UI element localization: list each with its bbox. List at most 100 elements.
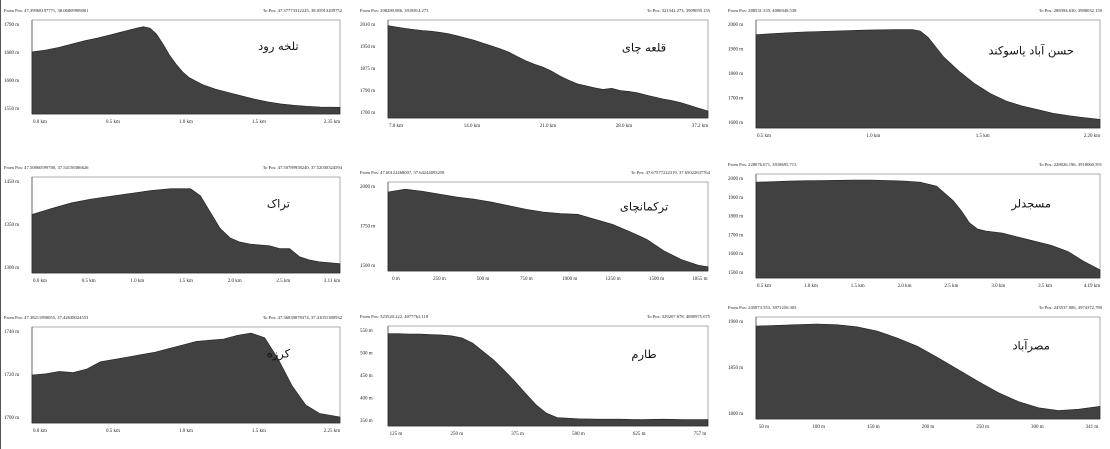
x-tick-label: 2.5 km: [944, 284, 958, 289]
header-to-pos: To Pos: 329207.678, 4080975.075: [647, 314, 711, 320]
x-tick-label: 341 m: [1086, 425, 1099, 430]
y-tick-label: 500 m: [360, 352, 373, 357]
x-tick-label: 1.0 km: [130, 279, 144, 284]
chart-title: تلخه رود: [258, 39, 298, 54]
y-tick-label: 1800 m: [728, 215, 743, 220]
y-tick-label: 1680 m: [4, 51, 19, 56]
x-tick-label: 0.0 km: [33, 120, 47, 125]
y-tick-label: 1790 m: [360, 89, 375, 94]
x-tick-label: 1.5 km: [252, 429, 266, 434]
chart-title: مسجدلر: [1010, 196, 1051, 211]
x-tick-label: 3.5 km: [1038, 284, 1052, 289]
x-tick-label: 21.0 km: [540, 124, 557, 129]
header-from-pos: From Pos: 298280.986, 3918814.273: [360, 8, 429, 14]
y-tick-label: 1875 m: [360, 67, 375, 72]
x-tick-label: 1.5 km: [851, 284, 865, 289]
header-from-pos: From Pos: 47.60122468007, 37.64244093258: [360, 170, 445, 176]
x-tick-label: 150 m: [867, 425, 880, 430]
x-tick-label: 1250 m: [606, 277, 621, 282]
y-tick-label: 1600 m: [4, 79, 19, 84]
chart-title: طارم: [631, 347, 656, 362]
profile-panel: From Pos: 288531.535, 4006948.538 To Pos:…: [726, 4, 1106, 144]
x-tick-label: 1.0 km: [179, 120, 193, 125]
x-tick-label: 0 m: [392, 277, 400, 282]
y-tick-label: 1450 m: [4, 180, 19, 185]
elevation-profile-area: [755, 179, 1101, 279]
header-from-pos: From Pos: 228076.671, 3918695.713: [728, 162, 797, 168]
x-tick-label: 375 m: [511, 432, 524, 437]
x-tick-label: 3.0 km: [991, 284, 1005, 289]
profile-chart-svg: From Pos: 288531.535, 4006948.538 To Pos:…: [728, 8, 1103, 139]
y-tick-label: 1700 m: [728, 233, 743, 238]
profile-chart-svg: From Pos: 298280.986, 3918814.273 To Pos:…: [360, 8, 711, 129]
profile-chart-svg: From Pos: 47.39968197771, 38.06809909001…: [4, 8, 343, 125]
elevation-profile-area: [755, 29, 1101, 129]
y-tick-label: 550 m: [360, 329, 373, 334]
chart-title: کرزه: [267, 347, 291, 362]
profile-chart-svg: From Pos: 228076.671, 3918695.713 To Pos:…: [728, 162, 1103, 289]
y-tick-label: 1900 m: [728, 320, 743, 325]
x-tick-label: 500 m: [572, 432, 585, 437]
x-tick-label: 3.11 km: [324, 279, 340, 284]
y-tick-label: 1800 m: [728, 412, 743, 417]
header-to-pos: To Pos: 47.50789958240, 37.52030324594: [263, 165, 343, 171]
profile-chart-svg: From Pos: 47.38211890055, 37.42638024553…: [4, 315, 343, 434]
profile-panel: From Pos: 323520.222, 4077762.118 To Pos:…: [358, 310, 714, 442]
y-tick-label: 2000 m: [728, 177, 743, 182]
y-tick-label: 1850 m: [728, 366, 743, 371]
x-tick-label: 0.5 km: [106, 429, 120, 434]
profile-chart-svg: From Pos: 47.50860599700, 37.54158386626…: [4, 165, 343, 284]
y-tick-label: 1800 m: [728, 72, 743, 77]
header-from-pos: From Pos: 288531.535, 4006948.538: [728, 8, 797, 14]
x-tick-label: 2.25 km: [324, 429, 341, 434]
x-tick-label: 2.5 km: [276, 279, 290, 284]
y-tick-label: 1700 m: [728, 97, 743, 102]
profile-chart-svg: From Pos: 245873.553, 3971256.303 To Pos:…: [728, 305, 1103, 430]
chart-title: تراک: [267, 197, 290, 212]
y-tick-label: 1900 m: [728, 48, 743, 53]
x-tick-label: 1855 m: [692, 277, 707, 282]
elevation-profile-area: [31, 26, 341, 115]
profile-panel: From Pos: 245873.553, 3971256.303 To Pos:…: [726, 301, 1106, 435]
x-tick-label: 750 m: [520, 277, 533, 282]
y-tick-label: 1740 m: [4, 330, 19, 335]
x-tick-label: 1.0 km: [804, 284, 818, 289]
x-tick-label: 250 m: [450, 432, 463, 437]
x-tick-label: 250 m: [976, 425, 989, 430]
x-tick-label: 2.35 km: [324, 120, 341, 125]
x-tick-label: 1.0 km: [866, 134, 880, 139]
x-tick-label: 100 m: [812, 425, 825, 430]
header-from-pos: From Pos: 245873.553, 3971256.303: [728, 305, 797, 311]
x-tick-label: 250 m: [433, 277, 446, 282]
x-tick-label: 500 m: [477, 277, 490, 282]
chart-title: ترکمانچای: [620, 200, 668, 215]
x-tick-label: 7.0 km: [389, 124, 403, 129]
y-tick-label: 400 m: [360, 397, 373, 402]
x-tick-label: 300 m: [1031, 425, 1044, 430]
header-to-pos: To Pos: 243537.006, 3974372.789: [1039, 305, 1103, 311]
x-tick-label: 0.5 km: [757, 134, 771, 139]
y-tick-label: 2000 m: [728, 23, 743, 28]
profile-panel: From Pos: 47.60122468007, 37.64244093258…: [358, 166, 714, 287]
x-tick-label: 1.0 km: [179, 429, 193, 434]
header-from-pos: From Pos: 47.38211890055, 37.42638024553: [4, 315, 89, 321]
y-tick-label: 1900 m: [728, 196, 743, 201]
y-tick-label: 1700 m: [4, 416, 19, 421]
elevation-profile-area: [31, 332, 341, 424]
elevation-profile-area: [755, 323, 1101, 420]
x-tick-label: 625 m: [633, 432, 646, 437]
y-tick-label: 1790 m: [4, 23, 19, 28]
profile-panel: From Pos: 47.50860599700, 37.54158386626…: [2, 161, 346, 289]
header-to-pos: To Pos: 47.37773312225, 38.05913209752: [263, 8, 343, 14]
header-from-pos: From Pos: 47.39968197771, 38.06809909001: [4, 8, 89, 14]
y-tick-label: 1500 m: [360, 264, 375, 269]
left-border-line: [0, 0, 1, 449]
x-tick-label: 2.0 km: [228, 279, 242, 284]
x-tick-label: 14.0 km: [464, 124, 481, 129]
y-tick-label: 1600 m: [728, 121, 743, 126]
x-tick-label: 1.5 km: [252, 120, 266, 125]
x-tick-label: 1000 m: [562, 277, 577, 282]
x-tick-label: 2.0 km: [898, 284, 912, 289]
header-to-pos: To Pos: 47.67577222319, 37.65022637764: [631, 170, 711, 176]
